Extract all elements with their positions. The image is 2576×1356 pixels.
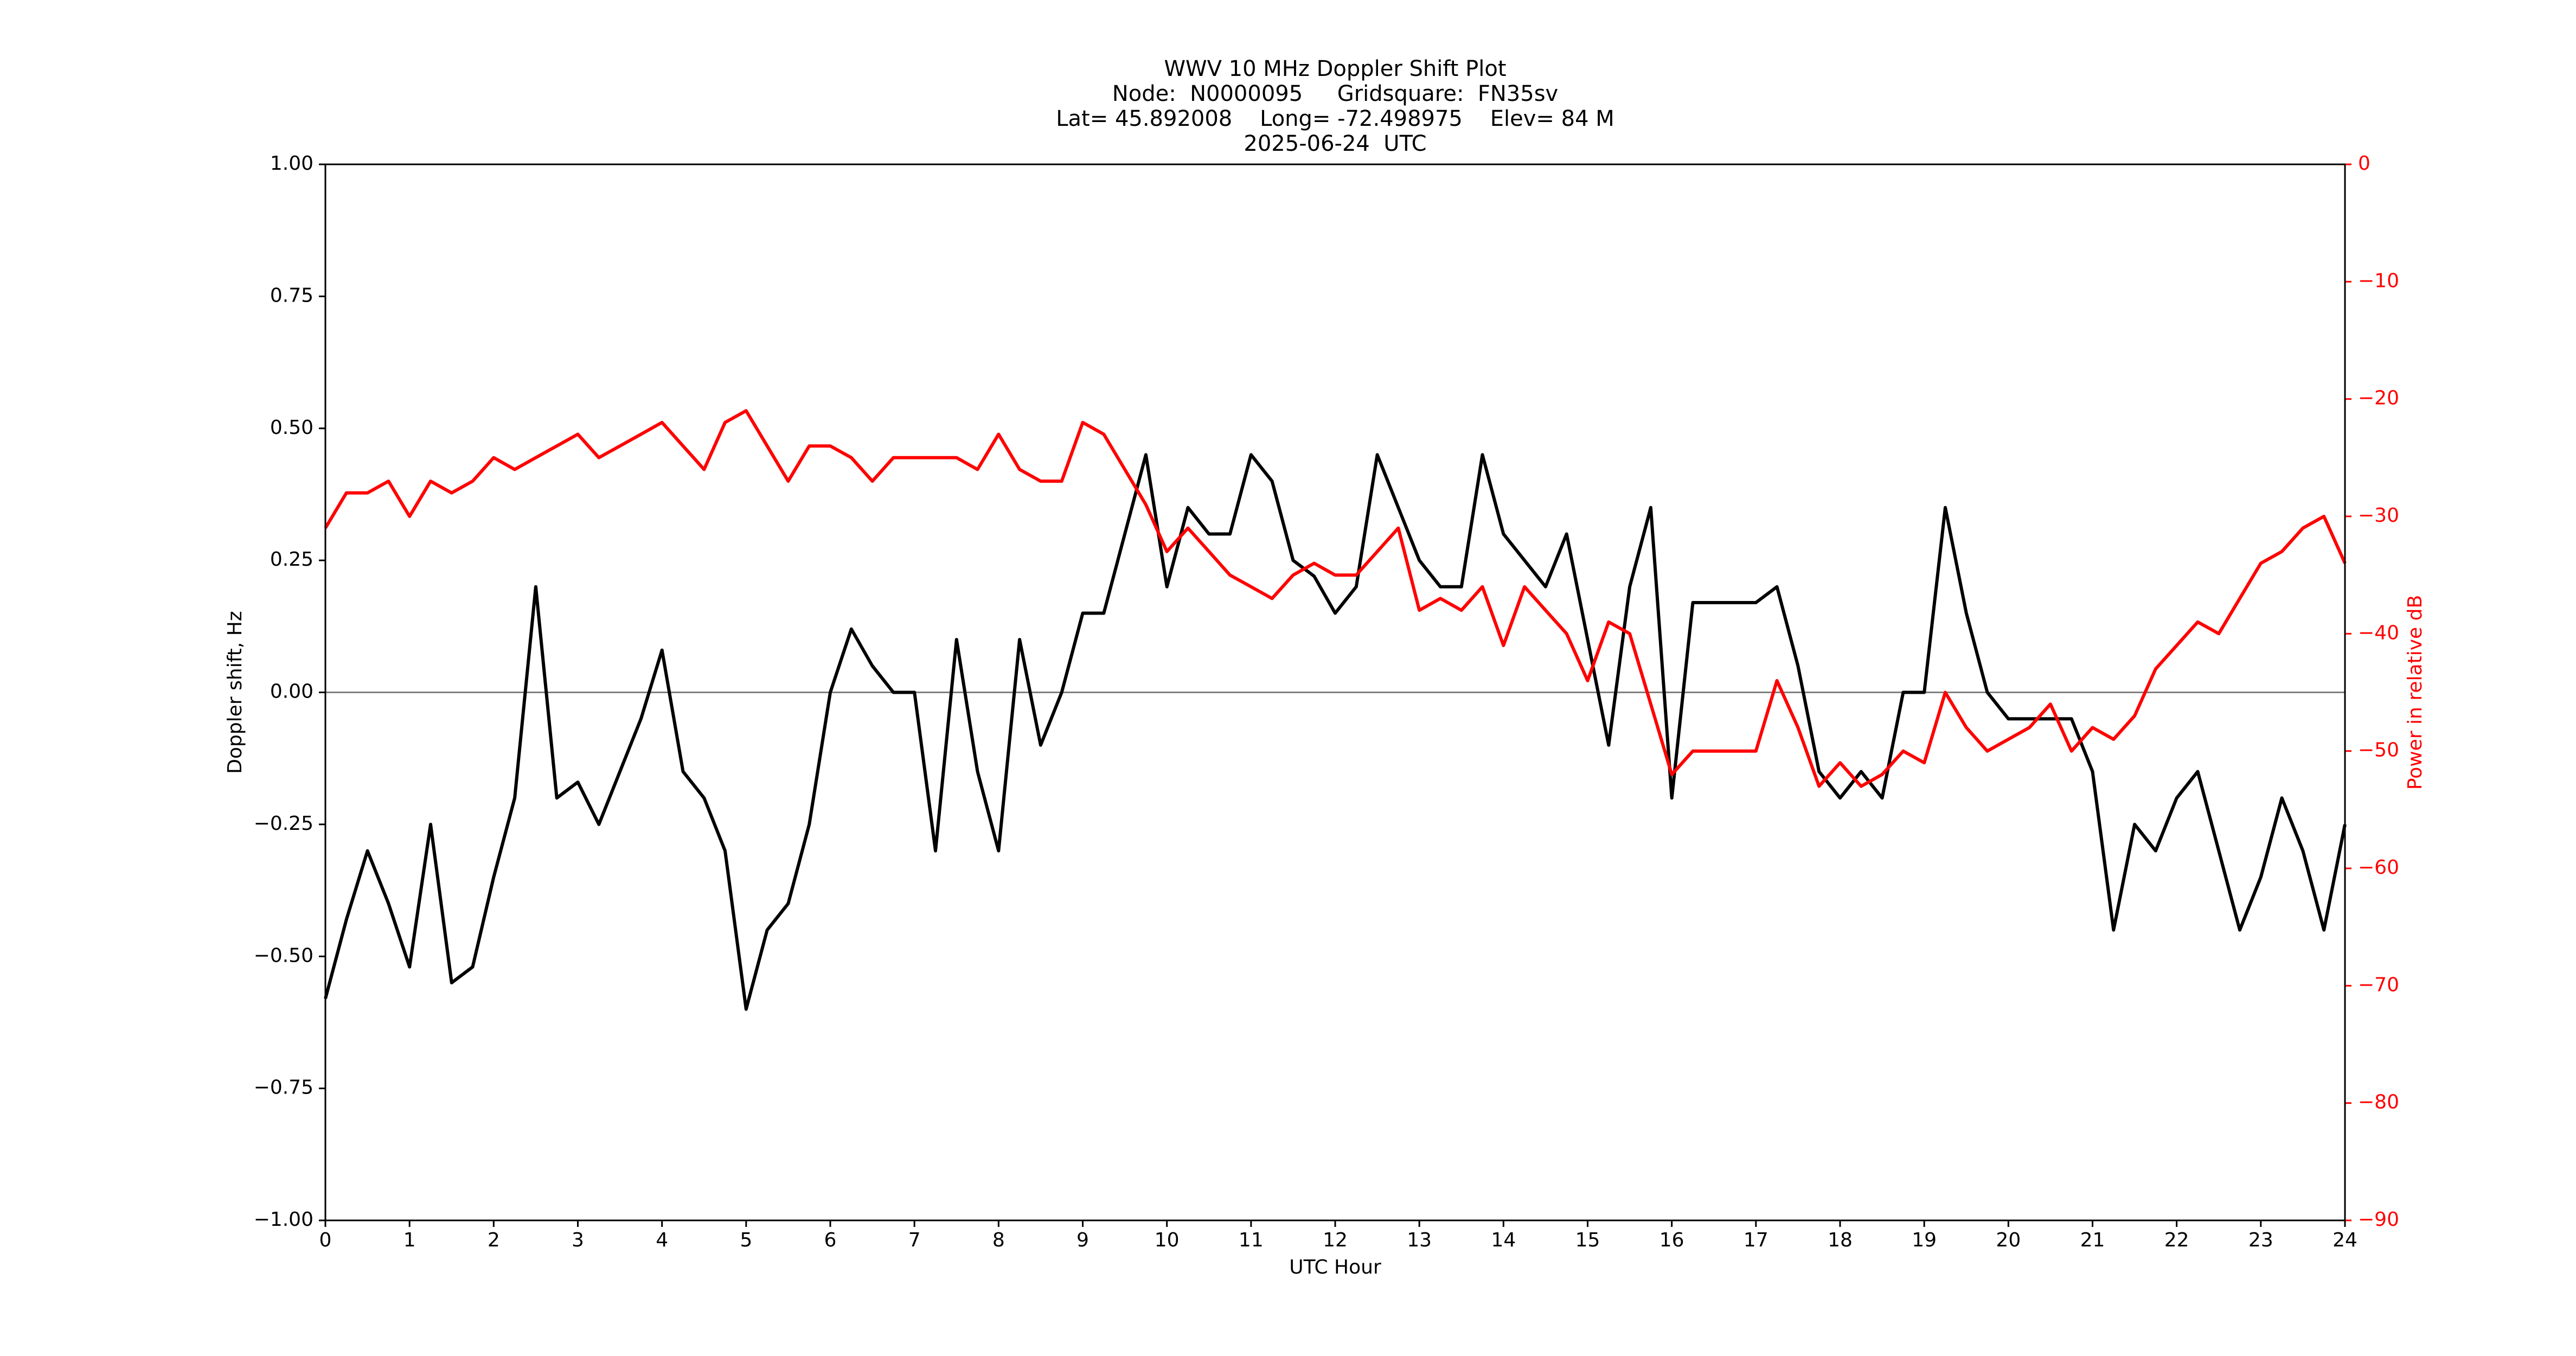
x-tick-label: 7 bbox=[908, 1229, 921, 1251]
x-tick-label: 8 bbox=[992, 1229, 1005, 1251]
x-tick-label: 15 bbox=[1575, 1229, 1600, 1251]
y-tick-label: −0.50 bbox=[254, 944, 313, 967]
data-line bbox=[324, 453, 2347, 1011]
x-tick-label: 13 bbox=[1407, 1229, 1432, 1251]
y-axis-label: Doppler shift, Hz bbox=[224, 611, 246, 773]
x-tick-label: 11 bbox=[1239, 1229, 1264, 1251]
y2-tick-label: −70 bbox=[2358, 974, 2399, 996]
x-tick-label: 5 bbox=[740, 1229, 752, 1251]
x-tick-label: 9 bbox=[1076, 1229, 1089, 1251]
x-tick-label: 22 bbox=[2164, 1229, 2189, 1251]
y2-tick-label: −40 bbox=[2358, 622, 2399, 644]
y2-tick-label: −50 bbox=[2358, 739, 2399, 762]
x-tick-label: 18 bbox=[1828, 1229, 1853, 1251]
x-tick-label: 12 bbox=[1323, 1229, 1348, 1251]
y-tick-label: 0.00 bbox=[270, 681, 313, 703]
x-tick-label: 6 bbox=[824, 1229, 837, 1251]
y-tick-label: −0.25 bbox=[254, 813, 313, 835]
y-tick-label: 0.75 bbox=[270, 284, 313, 306]
y2-axis-label: Power in relative dB bbox=[2404, 595, 2426, 790]
y2-tick-label: −30 bbox=[2358, 504, 2399, 527]
x-tick-label: 4 bbox=[656, 1229, 668, 1251]
x-tick-label: 23 bbox=[2248, 1229, 2273, 1251]
chart-title: 2025-06-24 UTC bbox=[1244, 131, 1426, 156]
chart-title: Node: N0000095 Gridsquare: FN35sv bbox=[1112, 81, 1558, 106]
y-tick-label: −0.75 bbox=[254, 1077, 313, 1099]
y2-tick-label: −20 bbox=[2358, 387, 2399, 410]
x-tick-label: 20 bbox=[1996, 1229, 2021, 1251]
x-tick-label: 10 bbox=[1155, 1229, 1180, 1251]
x-tick-label: 2 bbox=[488, 1229, 500, 1251]
x-tick-label: 1 bbox=[403, 1229, 416, 1251]
y-tick-label: −1.00 bbox=[254, 1208, 313, 1231]
y2-tick-label: −80 bbox=[2358, 1091, 2399, 1114]
x-tick-label: 24 bbox=[2333, 1229, 2357, 1251]
x-tick-label: 19 bbox=[1912, 1229, 1937, 1251]
y-tick-label: 0.50 bbox=[270, 417, 313, 439]
x-tick-label: 3 bbox=[572, 1229, 584, 1251]
data-line bbox=[324, 409, 2347, 788]
x-tick-label: 0 bbox=[319, 1229, 332, 1251]
x-tick-label: 14 bbox=[1491, 1229, 1516, 1251]
x-tick-label: 21 bbox=[2080, 1229, 2105, 1251]
y2-tick-label: −60 bbox=[2358, 856, 2399, 879]
chart-title: Lat= 45.892008 Long= -72.498975 Elev= 84… bbox=[1056, 106, 1614, 131]
x-tick-label: 17 bbox=[1744, 1229, 1768, 1251]
x-tick-label: 16 bbox=[1659, 1229, 1684, 1251]
y-tick-label: 0.25 bbox=[270, 548, 313, 571]
x-axis-label: UTC Hour bbox=[1289, 1256, 1381, 1278]
y2-tick-label: −10 bbox=[2358, 270, 2399, 292]
plot-frame bbox=[324, 163, 2346, 1221]
y-tick-label: 1.00 bbox=[270, 152, 313, 175]
y2-tick-label: 0 bbox=[2358, 152, 2370, 175]
chart-title: WWV 10 MHz Doppler Shift Plot bbox=[1164, 56, 1506, 81]
y2-tick-label: −90 bbox=[2358, 1208, 2399, 1231]
